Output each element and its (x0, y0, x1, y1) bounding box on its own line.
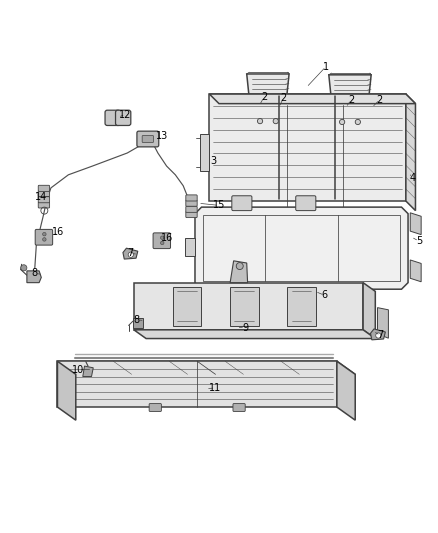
Polygon shape (57, 361, 76, 420)
Text: 2: 2 (280, 93, 287, 102)
Polygon shape (329, 75, 371, 100)
Circle shape (160, 241, 164, 245)
Polygon shape (406, 94, 416, 211)
Circle shape (258, 118, 263, 124)
Text: 3: 3 (210, 156, 216, 166)
Text: 10: 10 (72, 365, 85, 375)
Circle shape (160, 236, 164, 239)
Polygon shape (287, 287, 316, 326)
Text: 7: 7 (127, 248, 134, 259)
FancyBboxPatch shape (186, 206, 197, 212)
FancyBboxPatch shape (296, 196, 316, 211)
Polygon shape (337, 361, 355, 420)
Polygon shape (410, 260, 421, 282)
FancyBboxPatch shape (142, 135, 153, 142)
Polygon shape (371, 329, 385, 340)
Polygon shape (230, 261, 247, 282)
Text: 8: 8 (32, 269, 38, 278)
Text: 1: 1 (323, 61, 329, 71)
Polygon shape (247, 74, 289, 99)
Polygon shape (209, 94, 416, 103)
Polygon shape (185, 238, 195, 256)
FancyBboxPatch shape (149, 403, 161, 411)
Circle shape (355, 119, 360, 125)
Polygon shape (200, 134, 209, 171)
Text: 13: 13 (156, 132, 168, 141)
Circle shape (128, 252, 134, 257)
Circle shape (42, 238, 46, 241)
Text: 8: 8 (134, 315, 140, 325)
Text: 2: 2 (348, 95, 354, 104)
Polygon shape (410, 213, 421, 235)
Text: 14: 14 (35, 192, 47, 201)
Text: 15: 15 (213, 200, 225, 211)
FancyBboxPatch shape (105, 110, 120, 125)
FancyBboxPatch shape (38, 202, 49, 208)
Text: 12: 12 (120, 110, 132, 119)
Circle shape (21, 265, 27, 271)
Text: 16: 16 (52, 228, 64, 237)
Polygon shape (57, 361, 337, 407)
Polygon shape (378, 308, 389, 338)
Text: 2: 2 (377, 95, 383, 104)
Circle shape (273, 118, 279, 124)
FancyBboxPatch shape (233, 403, 245, 411)
FancyBboxPatch shape (38, 197, 49, 203)
Polygon shape (209, 94, 406, 201)
FancyBboxPatch shape (186, 195, 197, 201)
Circle shape (42, 232, 46, 236)
Polygon shape (27, 271, 41, 282)
Circle shape (339, 119, 345, 125)
Polygon shape (57, 361, 355, 374)
FancyBboxPatch shape (186, 212, 197, 217)
Circle shape (376, 333, 381, 338)
Text: 5: 5 (416, 236, 422, 246)
FancyBboxPatch shape (38, 190, 49, 197)
FancyBboxPatch shape (38, 185, 49, 191)
Polygon shape (230, 287, 258, 326)
Polygon shape (133, 318, 143, 328)
FancyBboxPatch shape (116, 110, 131, 125)
FancyBboxPatch shape (153, 233, 170, 248)
Text: 4: 4 (410, 173, 416, 183)
Text: 2: 2 (261, 92, 267, 102)
FancyBboxPatch shape (232, 196, 252, 211)
Text: 9: 9 (242, 322, 248, 333)
Polygon shape (134, 282, 363, 330)
Polygon shape (363, 282, 375, 338)
Text: 11: 11 (209, 383, 222, 393)
Polygon shape (123, 248, 138, 259)
FancyBboxPatch shape (137, 131, 159, 147)
Text: 16: 16 (160, 233, 173, 243)
FancyBboxPatch shape (186, 200, 197, 206)
Polygon shape (83, 366, 93, 376)
FancyBboxPatch shape (35, 229, 53, 245)
Text: 6: 6 (321, 290, 328, 300)
Polygon shape (173, 287, 201, 326)
Circle shape (236, 263, 243, 270)
Text: 7: 7 (378, 330, 384, 341)
Polygon shape (134, 330, 375, 338)
Polygon shape (195, 207, 408, 289)
